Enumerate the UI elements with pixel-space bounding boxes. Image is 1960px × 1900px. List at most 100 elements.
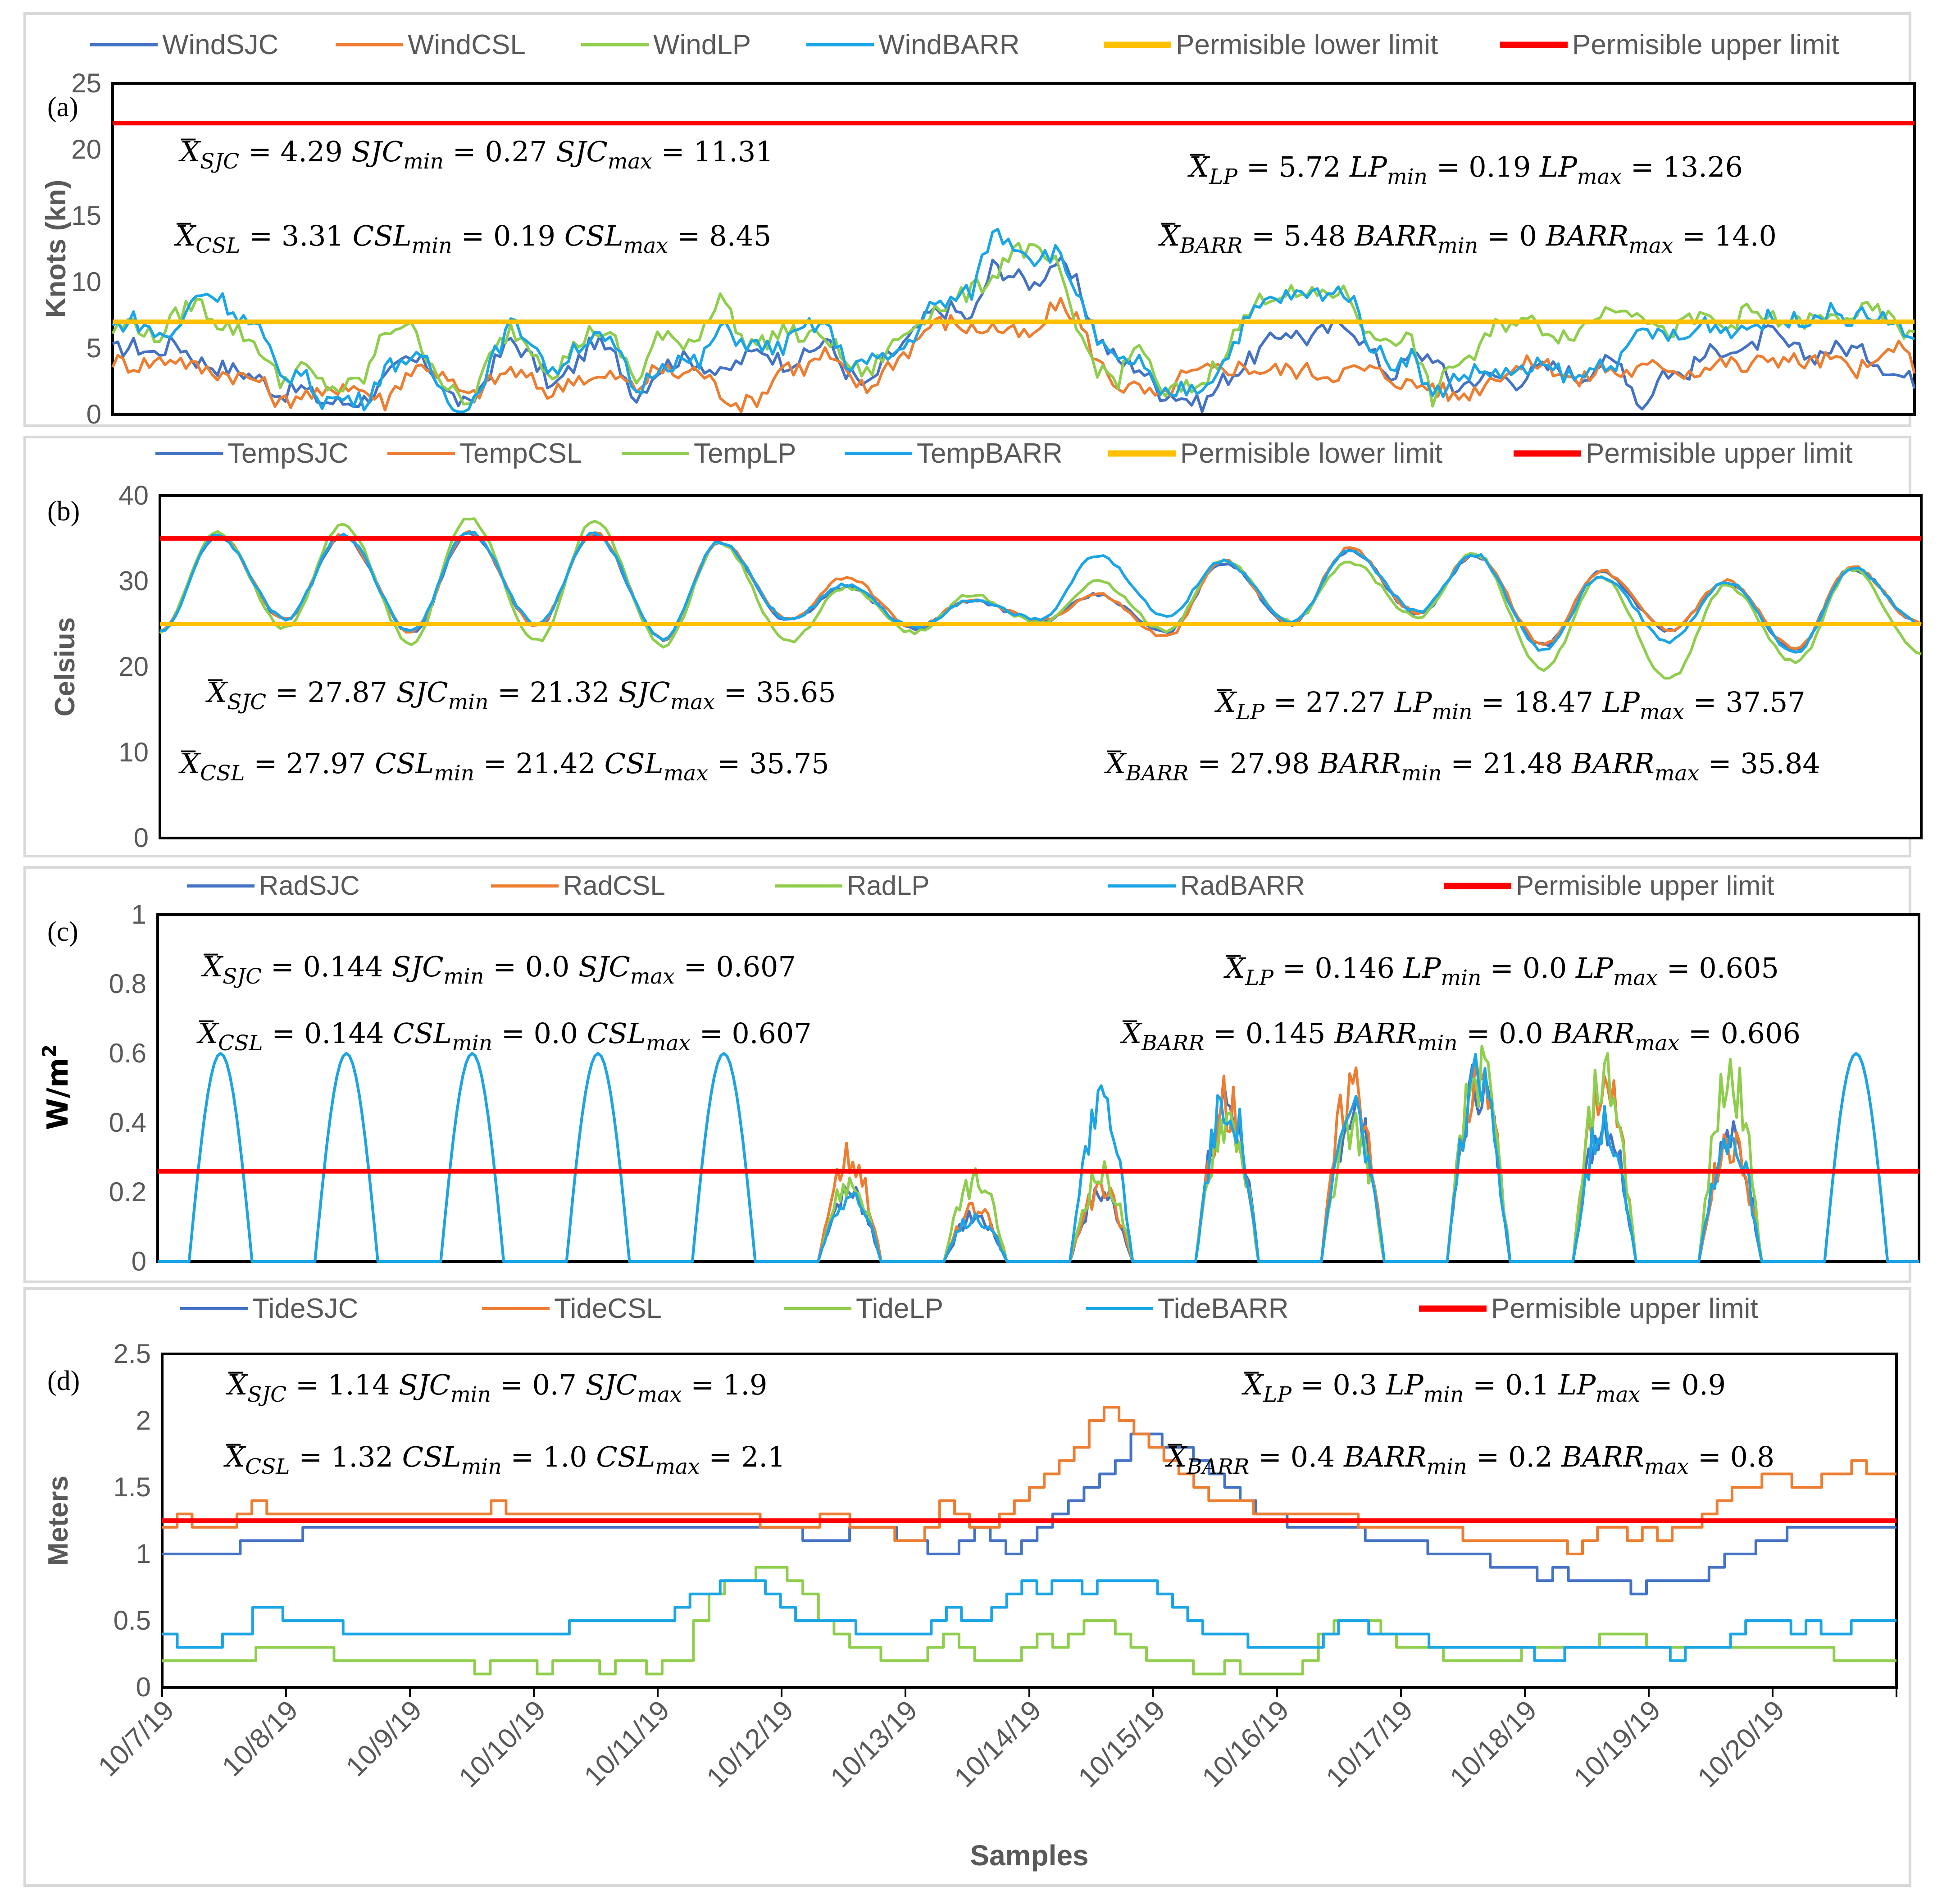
stat-max-value: 0.605 (1699, 952, 1779, 984)
y-axis-label: W/m2 (38, 1044, 75, 1130)
stat-min-value: 0.1 (1505, 1368, 1550, 1401)
stat-max-name: SJC (609, 676, 670, 709)
stat-max-value: 8.45 (709, 219, 771, 252)
legend-label: Permisible upper limit (1586, 438, 1853, 469)
stat-mean-symbol: X (1104, 747, 1127, 780)
stat-mean-value: 27.98 (1230, 747, 1310, 780)
x-tick-label: 10/17/19 (1320, 1695, 1419, 1793)
x-tick-label: 10/12/19 (700, 1695, 799, 1793)
stat-min-value: 0.19 (493, 219, 555, 252)
panel-frame-4 (23, 1287, 1911, 1887)
stat-mean-subscript: SJC (247, 1382, 286, 1407)
stat-max-value: 1.9 (723, 1368, 768, 1401)
panel-label: (a) (47, 92, 78, 123)
y-tick-label: 0.4 (109, 1107, 146, 1138)
legend-label: WindCSL (408, 29, 526, 60)
y-tick-label: 10 (71, 267, 101, 297)
stat-max-name: SJC (577, 1368, 637, 1401)
stat-annotation-3-2: XCSL = 0.144 CSLmin = 0.0 CSLmax = 0.607 (196, 1017, 812, 1056)
stat-annotation-4-3: XLP = 0.3 LPmin = 0.1 LPmax = 0.9 (1241, 1368, 1726, 1407)
legend-label: TideBARR (1158, 1293, 1289, 1324)
stat-mean-value: 1.32 (331, 1440, 393, 1473)
y-tick-label: 2 (136, 1405, 151, 1435)
legend-item-permisible-upper-limit: Permisible upper limit (1514, 438, 1853, 469)
series-line-tidebarr (162, 1579, 1896, 1662)
stat-annotation-2-1: XSJC = 27.87 SJCmin = 21.32 SJCmax = 35.… (205, 676, 836, 715)
stat-mean-subscript: LP (1245, 966, 1274, 990)
stat-min-name: LP (1395, 952, 1442, 984)
stat-annotation-1-4: XBARR = 5.48 BARRmin = 0 BARRmax = 14.0 (1158, 219, 1777, 258)
x-tick-label: 10/8/19 (216, 1695, 304, 1782)
stat-min-value: 0.0 (1499, 1017, 1543, 1050)
stat-min-name: BARR (1310, 747, 1401, 780)
stat-mean-subscript: LP (1236, 700, 1265, 724)
y-tick-label: 0.2 (109, 1177, 146, 1207)
legend-item-windlp: WindLP (581, 29, 751, 60)
stat-mean-value: 1.14 (328, 1368, 390, 1401)
legend-item-radbarr: RadBARR (1108, 870, 1305, 901)
x-tick-label: 10/13/19 (824, 1695, 923, 1793)
stat-max-value: 35.84 (1740, 747, 1820, 780)
legend-label: RadCSL (563, 870, 665, 901)
stat-max-value: 0.8 (1730, 1440, 1775, 1473)
y-tick-label: 10 (118, 737, 149, 767)
stat-min-value: 21.48 (1483, 747, 1563, 780)
y-tick-label: 30 (118, 566, 149, 596)
legend-item-tempbarr: TempBARR (845, 438, 1063, 469)
stat-mean-subscript: CSL (200, 761, 245, 786)
stat-min-value: 0.0 (533, 1017, 578, 1050)
legend-item-tempsjc: TempSJC (155, 438, 349, 469)
stat-max-value: 2.1 (741, 1440, 786, 1473)
stat-mean-value: 27.27 (1305, 686, 1386, 719)
stat-min-name: CSL (366, 747, 434, 780)
stat-max-name: LP (1593, 686, 1640, 719)
stat-max-value: 35.65 (756, 676, 836, 709)
stat-max-name: LP (1567, 952, 1614, 984)
legend-label: Permisible lower limit (1180, 438, 1442, 469)
stat-min-value: 0.27 (485, 135, 547, 168)
legend-item-tidelp: TideLP (784, 1293, 943, 1324)
stat-mean-subscript: LP (1263, 1382, 1292, 1407)
legend-item-templp: TempLP (622, 438, 796, 469)
stat-max-value: 13.26 (1663, 150, 1743, 183)
stat-mean-symbol: X (1120, 1017, 1143, 1050)
stat-mean-value: 27.97 (286, 747, 366, 780)
stat-max-name: CSL (555, 219, 623, 252)
stat-mean-subscript: BARR (1141, 1031, 1204, 1056)
stat-text: XLP = 27.27 LPmin = 18.47 LPmax = 37.57 (1214, 686, 1805, 724)
stat-text: XBARR = 27.98 BARRmin = 21.48 BARRmax = … (1104, 747, 1820, 786)
legend-label: WindBARR (878, 29, 1020, 60)
legend-label: WindSJC (162, 29, 278, 60)
y-axis-label-text: W/m (41, 1057, 75, 1130)
y-tick-label: 1 (136, 1539, 151, 1569)
stat-mean-value: 0.3 (1332, 1368, 1377, 1401)
stat-mean-symbol: X (1223, 952, 1246, 984)
stat-annotation-1-2: XCSL = 3.31 CSLmin = 0.19 CSLmax = 8.45 (174, 219, 771, 258)
stat-min-value: 0.19 (1469, 150, 1531, 183)
stat-mean-symbol: X (226, 1368, 249, 1401)
stat-min-name: CSL (344, 219, 412, 252)
series-line-windcsl (111, 296, 1916, 414)
series-line-tidelp (162, 1566, 1896, 1676)
stat-max-value: 35.75 (749, 747, 829, 780)
stat-mean-value: 0.144 (303, 950, 383, 983)
x-tick-label: 10/19/19 (1568, 1695, 1666, 1793)
stat-min-name: SJC (387, 676, 448, 709)
stat-mean-symbol: X (1165, 1440, 1188, 1473)
x-tick-label: 10/14/19 (948, 1695, 1047, 1793)
stat-min-value: 21.42 (515, 747, 596, 780)
stat-annotation-2-3: XLP = 27.27 LPmin = 18.47 LPmax = 37.57 (1214, 686, 1805, 724)
stat-mean-subscript: SJC (227, 690, 266, 715)
stat-mean-subscript: BARR (1125, 761, 1188, 786)
stat-mean-symbol: X (1241, 1368, 1264, 1401)
stat-text: XCSL = 0.144 CSLmin = 0.0 CSLmax = 0.607 (196, 1017, 812, 1056)
legend-label: TideSJC (252, 1293, 358, 1324)
legend-item-windsjc: WindSJC (90, 29, 278, 60)
legend-item-radcsl: RadCSL (491, 870, 665, 901)
stat-text: XBARR = 0.4 BARRmin = 0.2 BARRmax = 0.8 (1165, 1440, 1774, 1479)
stat-max-name: LP (1531, 150, 1578, 183)
stat-mean-subscript: BARR (1186, 1454, 1249, 1479)
y-tick-label: 15 (71, 200, 101, 231)
legend-label: TempBARR (917, 438, 1063, 469)
